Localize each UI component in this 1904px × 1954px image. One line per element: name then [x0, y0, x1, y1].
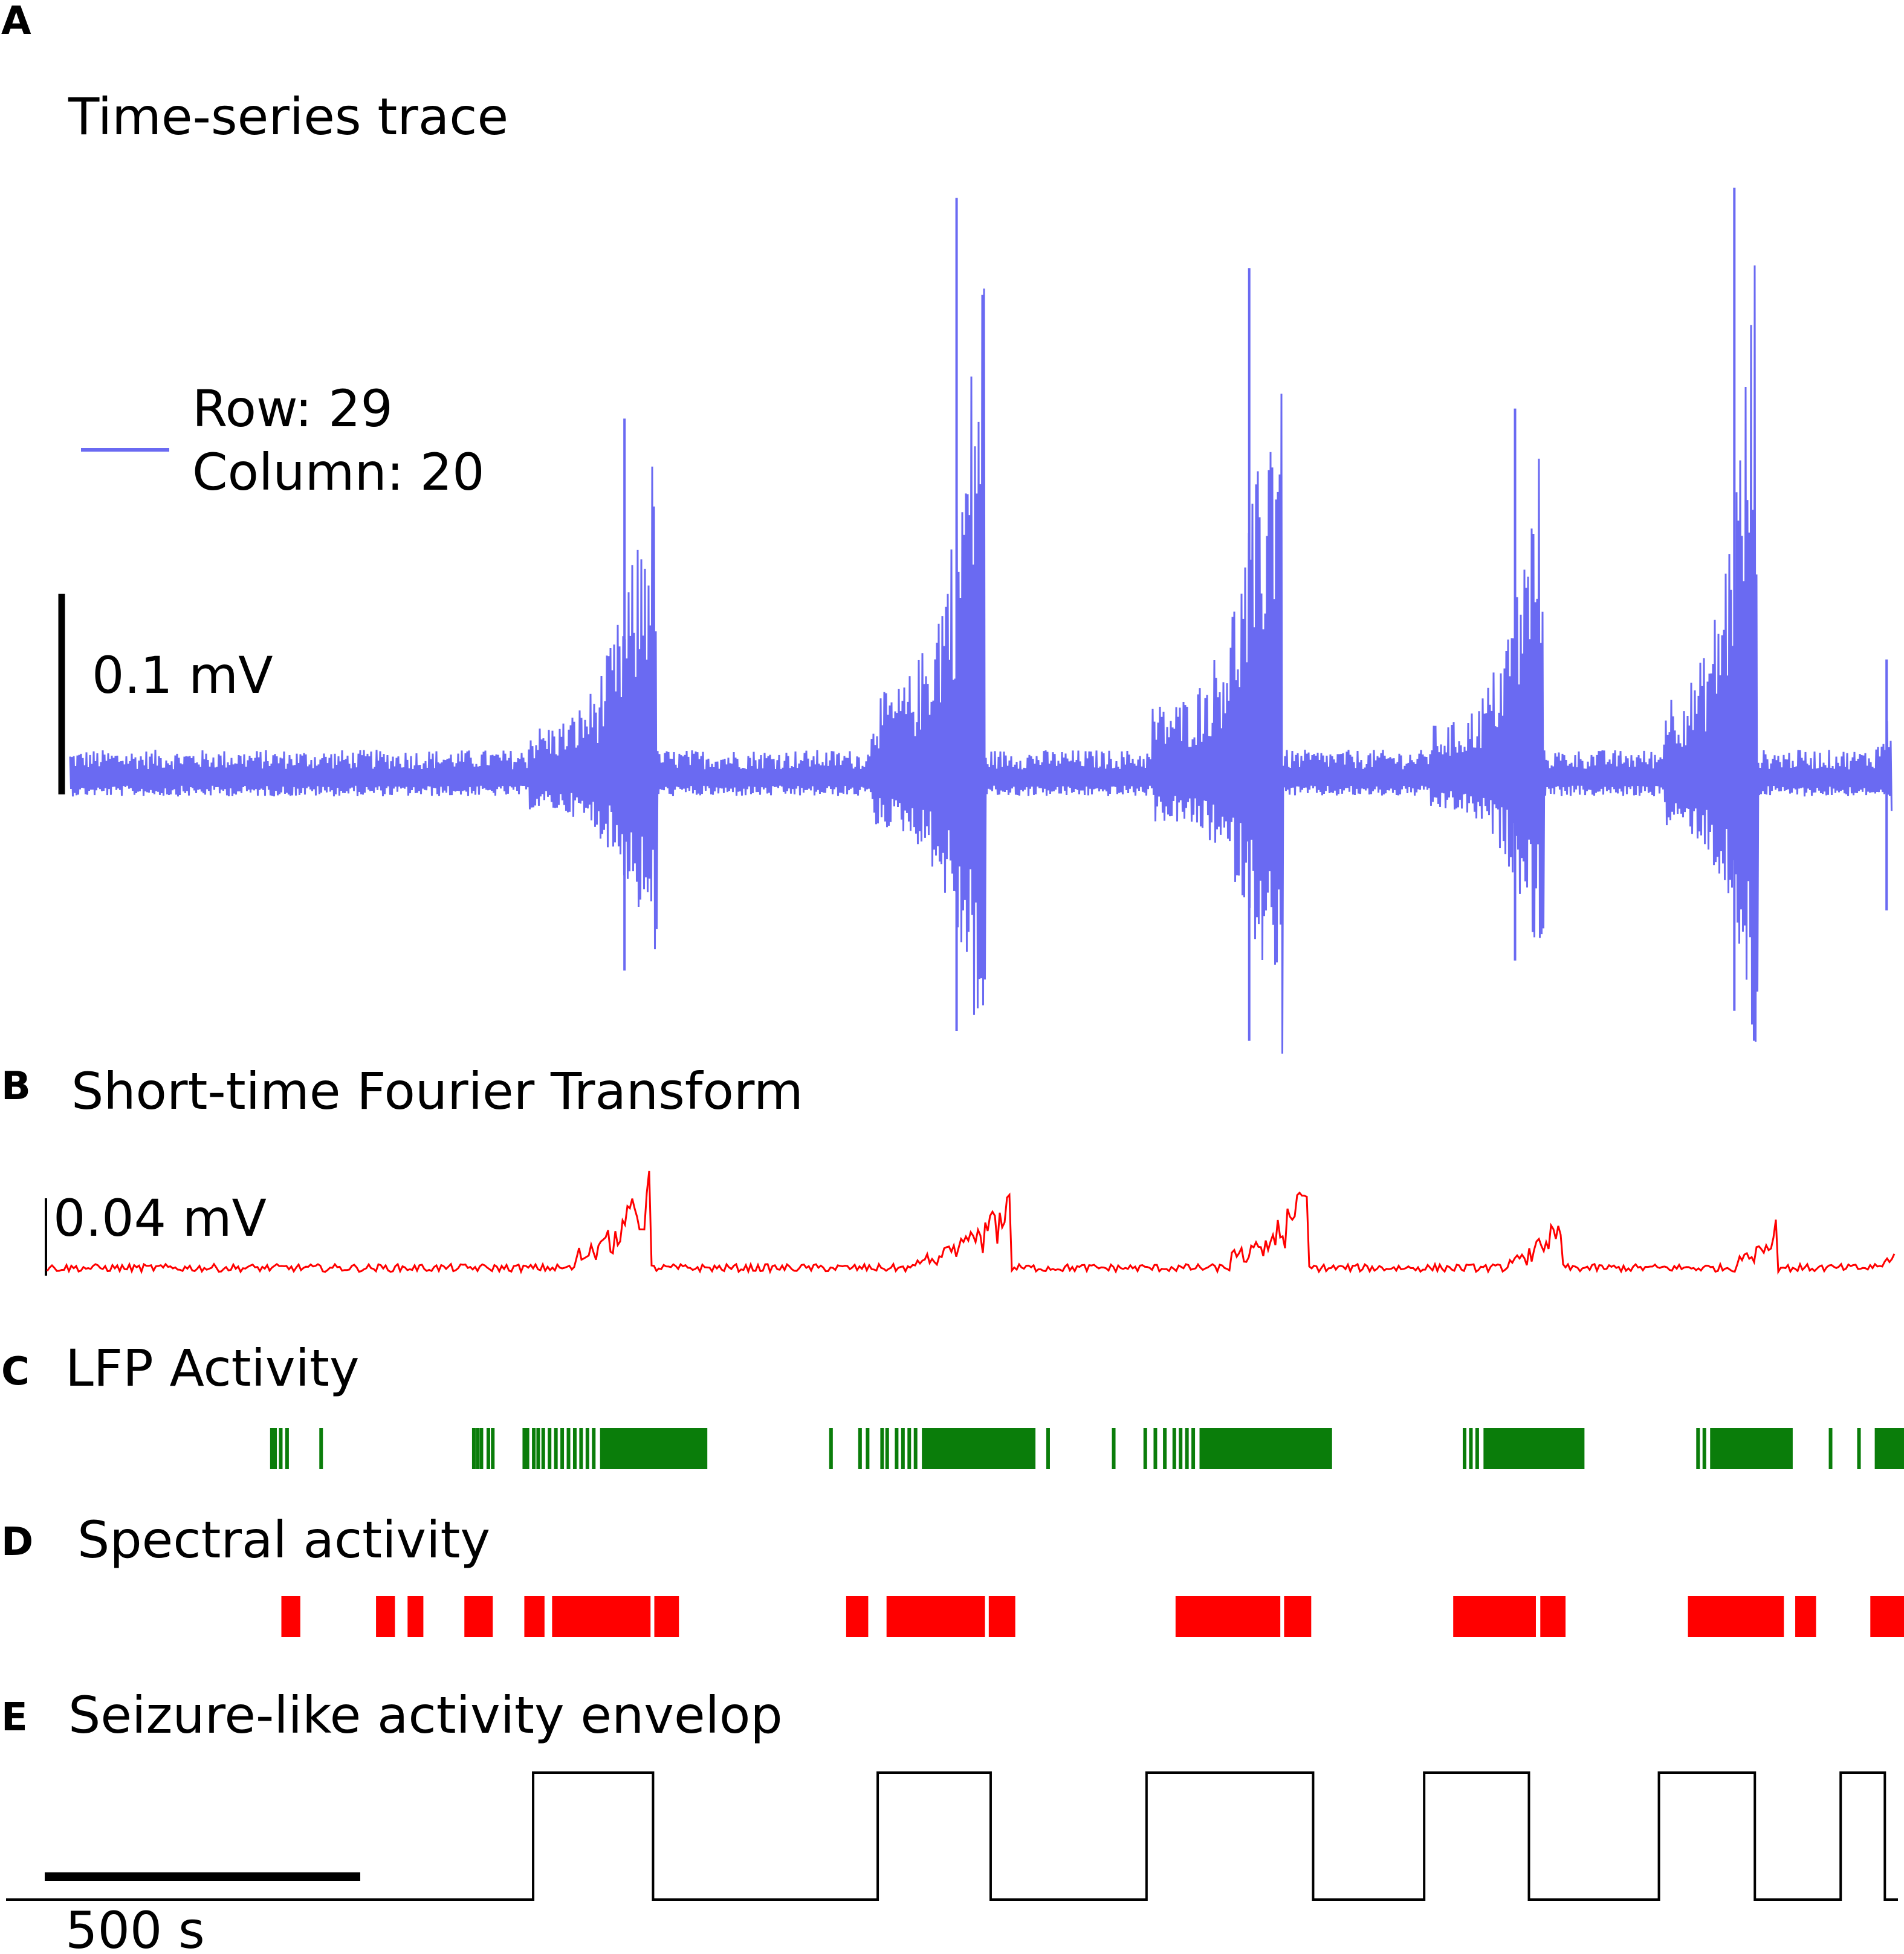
lfp-event-36	[1143, 1428, 1147, 1469]
lfp-event-32	[913, 1428, 918, 1469]
spectral-bar-6	[552, 1596, 651, 1637]
lfp-event-14	[536, 1428, 540, 1469]
lfp-event-40	[1179, 1428, 1183, 1469]
trace-line	[69, 265, 1893, 1054]
spectral-bar-15	[1688, 1596, 1784, 1637]
lfp-event-34	[1046, 1428, 1050, 1469]
lfp-event-35	[1112, 1428, 1116, 1469]
lfp-event-33	[1027, 1428, 1031, 1469]
lfp-event-1	[270, 1428, 274, 1469]
lfp-event-42	[1191, 1428, 1196, 1469]
panel-c-label: C	[1, 1349, 30, 1394]
lfp-event-45	[1475, 1428, 1479, 1469]
lfp-dense-block-4	[1483, 1428, 1585, 1469]
spectral-activity-bars	[281, 1596, 1904, 1637]
legend-row-label: Row: 29	[192, 379, 393, 438]
lfp-dense-block-5	[1711, 1428, 1793, 1469]
spectral-bar-1	[281, 1596, 300, 1637]
voltage-scalebar-b-label: 0.04 mV	[53, 1189, 267, 1248]
spectral-bar-3	[407, 1596, 424, 1637]
lfp-event-27	[880, 1428, 884, 1469]
lfp-event-47	[1702, 1428, 1706, 1469]
lfp-dense-block-6	[1874, 1428, 1904, 1469]
lfp-event-9	[486, 1428, 490, 1469]
lfp-event-15	[541, 1428, 545, 1469]
lfp-dense-block-2	[922, 1428, 1036, 1469]
lfp-event-28	[885, 1428, 889, 1469]
spectral-bar-10	[988, 1596, 1015, 1637]
voltage-scalebar-a-label: 0.1 mV	[92, 646, 273, 705]
lfp-event-10	[491, 1428, 495, 1469]
lfp-event-30	[901, 1428, 905, 1469]
lfp-event-23	[592, 1428, 596, 1469]
lfp-event-25	[858, 1428, 862, 1469]
lfp-event-18	[560, 1428, 565, 1469]
stft-trace	[46, 1170, 1896, 1275]
lfp-event-17	[554, 1428, 558, 1469]
spectral-bar-14	[1540, 1596, 1566, 1637]
lfp-event-16	[548, 1428, 552, 1469]
legend-column-label: Column: 20	[192, 443, 485, 502]
lfp-event-13	[532, 1428, 536, 1469]
panel-e-title: Seizure-like activity envelop	[68, 1686, 783, 1745]
spectral-bar-5	[524, 1596, 545, 1637]
panel-a-title: Time-series trace	[68, 87, 508, 146]
lfp-event-6	[471, 1428, 476, 1469]
lfp-event-2	[273, 1428, 277, 1469]
lfp-event-5	[319, 1428, 323, 1469]
panel-b-label: B	[1, 1064, 31, 1109]
lfp-event-20	[572, 1428, 577, 1469]
lfp-event-24	[829, 1428, 833, 1469]
lfp-event-39	[1172, 1428, 1176, 1469]
lfp-event-37	[1153, 1428, 1158, 1469]
panel-a-label: A	[1, 0, 31, 44]
lfp-event-4	[285, 1428, 289, 1469]
lfp-event-44	[1469, 1428, 1473, 1469]
spectral-bar-13	[1453, 1596, 1536, 1637]
lfp-event-26	[866, 1428, 870, 1469]
lfp-event-22	[585, 1428, 589, 1469]
spectral-bar-11	[1175, 1596, 1281, 1637]
seizure-envelope	[6, 1771, 1898, 1901]
spectral-bar-2	[376, 1596, 395, 1637]
lfp-event-48	[1710, 1428, 1714, 1469]
spectral-bar-8	[846, 1596, 869, 1637]
lfp-dense-block-1	[600, 1428, 708, 1469]
lfp-event-43	[1463, 1428, 1466, 1469]
panel-d-label: D	[1, 1520, 33, 1565]
spectral-bar-12	[1284, 1596, 1312, 1637]
panel-c-title: LFP Activity	[65, 1339, 360, 1398]
lfp-event-49	[1828, 1428, 1833, 1469]
lfp-event-29	[895, 1428, 899, 1469]
lfp-dense-block-3	[1199, 1428, 1332, 1469]
spectral-bar-16	[1795, 1596, 1816, 1637]
time-scalebar-label: 500 s	[65, 1901, 205, 1954]
stft-line	[46, 1170, 1896, 1275]
lfp-event-31	[907, 1428, 912, 1469]
lfp-event-12	[525, 1428, 529, 1469]
lfp-event-11	[522, 1428, 526, 1469]
panel-b-title: Short-time Fourier Transform	[71, 1062, 803, 1121]
lfp-event-38	[1163, 1428, 1167, 1469]
spectral-bar-7	[654, 1596, 679, 1637]
lfp-event-7	[476, 1428, 480, 1469]
spectral-bar-9	[886, 1596, 985, 1637]
lfp-event-46	[1696, 1428, 1700, 1469]
panel-d-title: Spectral activity	[77, 1510, 490, 1569]
lfp-event-41	[1185, 1428, 1189, 1469]
envelope-line	[6, 1771, 1898, 1901]
spectral-bar-17	[1870, 1596, 1904, 1637]
spectral-bar-4	[464, 1596, 493, 1637]
lfp-activity-raster	[270, 1428, 1904, 1469]
lfp-event-3	[279, 1428, 283, 1469]
lfp-event-21	[579, 1428, 583, 1469]
lfp-event-8	[479, 1428, 484, 1469]
time-series-trace	[69, 187, 1893, 1054]
panel-e-label: E	[1, 1695, 28, 1740]
lfp-event-50	[1857, 1428, 1861, 1469]
lfp-event-19	[566, 1428, 571, 1469]
